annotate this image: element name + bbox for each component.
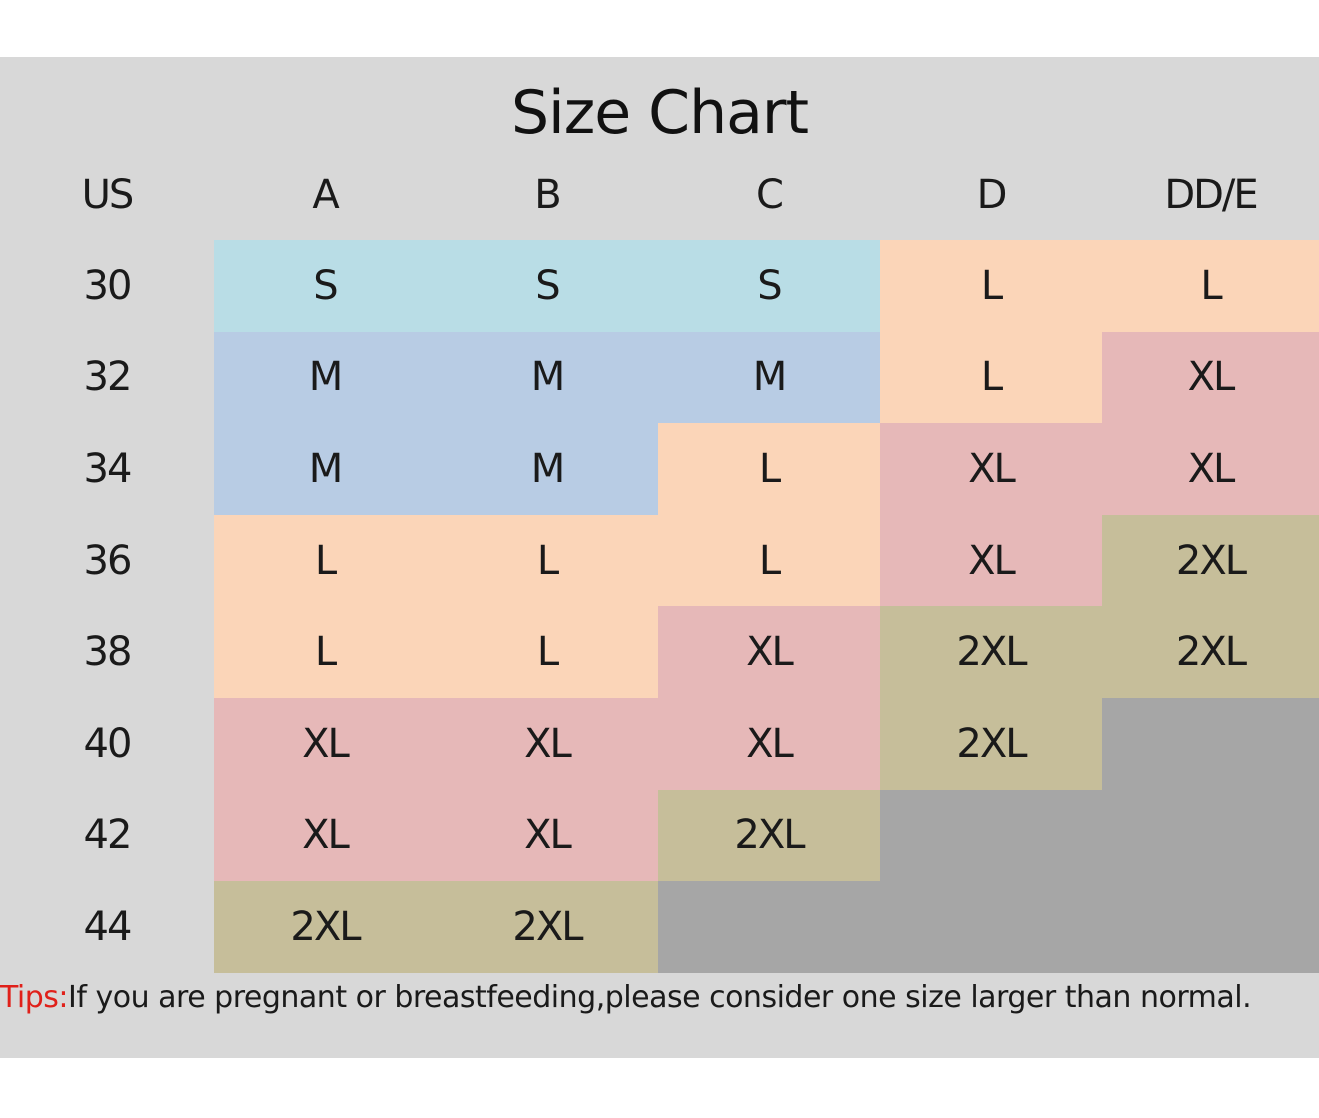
- size-value: XL: [524, 812, 572, 859]
- size-value: M: [752, 354, 788, 401]
- size-cell: [880, 515, 1102, 606]
- band-label: 30: [83, 262, 133, 309]
- size-value: L: [980, 262, 1003, 309]
- size-cell: [658, 423, 880, 515]
- size-value: XL: [302, 812, 350, 859]
- size-cell: [658, 515, 880, 606]
- header-cup-4: D: [976, 172, 1008, 218]
- size-cell: [436, 790, 658, 881]
- size-value: L: [758, 446, 781, 492]
- header-cup-2: B: [534, 172, 561, 218]
- size-cell: [1102, 881, 1319, 973]
- size-value: M: [530, 354, 566, 401]
- size-value: L: [314, 629, 337, 676]
- size-cell: [214, 515, 436, 606]
- size-cell: [436, 240, 658, 332]
- size-value: M: [308, 354, 344, 401]
- size-value: M: [308, 446, 344, 492]
- tips-note: Tips:If you are pregnant or breastfeedin…: [0, 976, 1300, 1019]
- size-cell: [658, 240, 880, 332]
- size-cell: [880, 240, 1102, 332]
- size-value: L: [536, 629, 559, 676]
- size-cell: [436, 606, 658, 698]
- size-value: M: [530, 446, 566, 492]
- size-value: L: [980, 354, 1003, 401]
- size-cell: [1102, 423, 1319, 515]
- band-label: 32: [83, 354, 133, 401]
- size-value: XL: [302, 720, 350, 767]
- size-cell: [436, 423, 658, 515]
- header-cup-3: C: [756, 172, 784, 218]
- size-cell: [436, 332, 658, 423]
- size-cell: [214, 332, 436, 423]
- size-cell: [880, 698, 1102, 790]
- size-cell: [1102, 332, 1319, 423]
- size-value: XL: [1187, 354, 1236, 401]
- band-label: 42: [83, 812, 133, 859]
- size-cell: [658, 332, 880, 423]
- size-cell: [436, 698, 658, 790]
- size-cell: [436, 515, 658, 606]
- size-value: 2XL: [1175, 629, 1247, 676]
- size-value: XL: [1187, 446, 1236, 492]
- size-value: L: [314, 537, 337, 584]
- size-value: L: [536, 537, 559, 584]
- tips-text: If you are pregnant or breastfeeding,ple…: [68, 980, 1252, 1015]
- size-cell: [214, 790, 436, 881]
- chart-title: Size Chart: [510, 78, 809, 148]
- size-cell: [1102, 515, 1319, 606]
- size-value: 2XL: [956, 629, 1027, 676]
- header-cup-5: DD/E: [1164, 172, 1258, 218]
- header-cup-1: A: [312, 172, 339, 218]
- size-cell: [214, 606, 436, 698]
- size-value: 2XL: [290, 904, 361, 950]
- size-value: L: [758, 537, 781, 584]
- size-cell: [658, 606, 880, 698]
- size-cell: [658, 698, 880, 790]
- size-value: XL: [968, 537, 1016, 584]
- size-value: 2XL: [956, 720, 1027, 767]
- size-value: S: [535, 262, 560, 309]
- size-value: XL: [746, 629, 794, 676]
- size-cell: [880, 423, 1102, 515]
- size-cell: [214, 881, 436, 973]
- band-label: 40: [83, 720, 133, 767]
- size-cell: [1102, 606, 1319, 698]
- size-value: S: [313, 262, 338, 309]
- band-label: 34: [83, 446, 133, 492]
- size-cell: [658, 881, 880, 973]
- size-value: L: [1200, 262, 1222, 309]
- size-value: 2XL: [734, 812, 805, 859]
- size-value: S: [757, 262, 782, 309]
- size-value: 2XL: [512, 904, 583, 950]
- size-value: XL: [746, 720, 794, 767]
- size-cell: [1102, 698, 1319, 790]
- band-label: 36: [83, 537, 133, 584]
- band-label: 38: [83, 629, 133, 676]
- size-cell: [880, 881, 1102, 973]
- size-cell: [658, 790, 880, 881]
- size-cell: [214, 423, 436, 515]
- size-cell: [880, 332, 1102, 423]
- size-cell: [214, 698, 436, 790]
- size-value: 2XL: [1175, 537, 1247, 584]
- size-cell: [880, 790, 1102, 881]
- tips-label: Tips:: [0, 980, 69, 1015]
- header-us: US: [81, 172, 135, 218]
- size-cell: [880, 606, 1102, 698]
- size-value: XL: [524, 720, 572, 767]
- size-cell: [1102, 790, 1319, 881]
- size-cell: [1102, 240, 1319, 332]
- size-cell: [214, 240, 436, 332]
- size-cell: [436, 881, 658, 973]
- size-value: XL: [968, 446, 1016, 492]
- band-label: 44: [83, 904, 133, 950]
